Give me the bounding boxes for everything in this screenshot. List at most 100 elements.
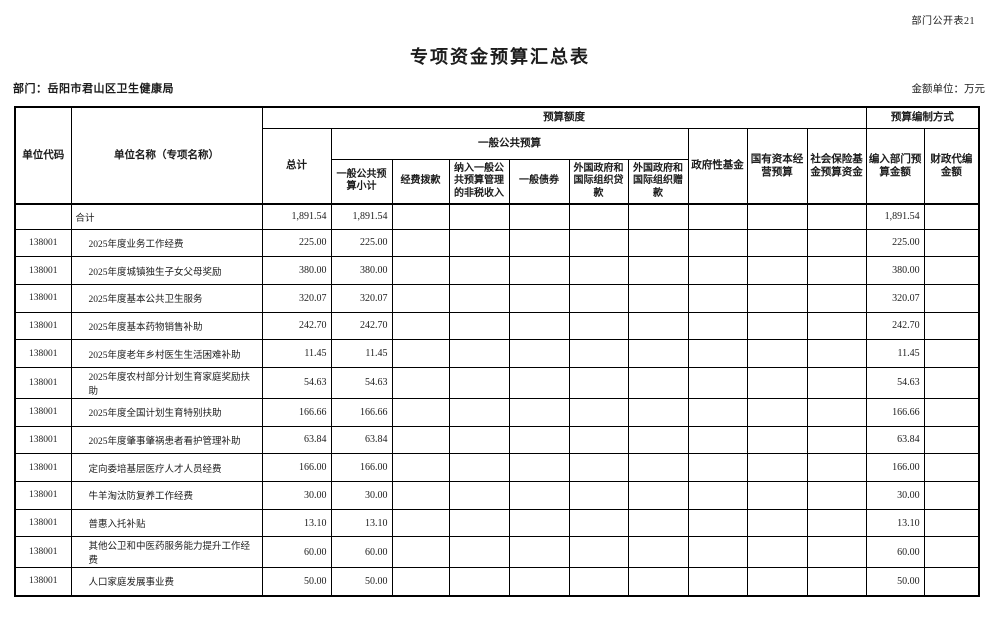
amount-cell: 11.45 — [330, 339, 393, 368]
amount-cell — [568, 311, 629, 341]
department-label: 部门：岳阳市君山区卫生健康局 — [13, 83, 174, 95]
table-row: 138001 2025年度全国计划生育特别扶助 166.66 166.66 166.66 — [14, 397, 980, 427]
unit-code-cell: 138001 — [14, 283, 72, 313]
amount-cell — [923, 366, 980, 399]
amount-cell — [391, 397, 450, 427]
amount-cell — [746, 453, 808, 482]
amount-cell: 11.45 — [261, 339, 332, 368]
unit-code-cell — [14, 203, 72, 230]
amount-cell: 1,891.54 — [261, 203, 332, 230]
amount-cell — [627, 508, 689, 538]
amount-cell — [568, 453, 629, 482]
amount-cell: 54.63 — [261, 366, 332, 399]
amount-cell — [568, 203, 629, 230]
amount-cell — [923, 397, 980, 427]
amount-cell — [448, 508, 510, 538]
amount-cell — [627, 203, 689, 230]
amount-cell — [746, 203, 808, 230]
amount-cell — [448, 567, 510, 597]
amount-cell: 225.00 — [261, 228, 332, 258]
amount-cell — [391, 366, 450, 399]
amount-cell — [923, 508, 980, 538]
amount-cell — [923, 425, 980, 455]
amount-cell: 13.10 — [330, 508, 393, 538]
amount-cell: 320.07 — [261, 283, 332, 313]
amount-cell: 320.07 — [865, 283, 925, 313]
table-row: 138001 2025年度老年乡村医生生活困难补助 11.45 11.45 11.45 — [14, 339, 980, 368]
unit-name-cell: 合计 — [70, 203, 263, 230]
unit-name-cell: 2025年度全国计划生育特别扶助 — [70, 397, 263, 427]
amount-cell — [568, 481, 629, 510]
amount-cell — [627, 283, 689, 313]
unit-code-cell: 138001 — [14, 536, 72, 569]
amount-cell — [508, 366, 570, 399]
amount-cell: 50.00 — [865, 567, 925, 597]
amount-cell — [687, 366, 748, 399]
header-foreign-gov-grants: 外国政府和国际组织赠款 — [627, 158, 689, 205]
amount-cell — [687, 339, 748, 368]
meta-row: 部门：岳阳市君山区卫生健康局 金额单位：万元 — [13, 80, 985, 96]
amount-cell — [448, 256, 510, 285]
amount-cell: 242.70 — [865, 311, 925, 341]
header-budget-method: 预算编制方式 — [865, 106, 980, 129]
table-row: 138001 2025年度基本药物销售补助 242.70 242.70 242.70 — [14, 311, 980, 341]
amount-cell: 1,891.54 — [865, 203, 925, 230]
unit-name-cell: 定向委培基层医疗人才人员经费 — [70, 453, 263, 482]
amount-cell: 11.45 — [865, 339, 925, 368]
amount-cell: 166.66 — [330, 397, 393, 427]
amount-cell — [627, 228, 689, 258]
amount-cell — [568, 536, 629, 569]
unit-code-cell: 138001 — [14, 508, 72, 538]
amount-cell: 60.00 — [865, 536, 925, 569]
table-row: 合计 1,891.54 1,891.54 1,891.54 — [14, 203, 980, 230]
amount-cell — [508, 425, 570, 455]
amount-cell — [687, 397, 748, 427]
amount-cell: 60.00 — [330, 536, 393, 569]
amount-cell — [568, 228, 629, 258]
amount-cell: 54.63 — [865, 366, 925, 399]
amount-cell — [508, 339, 570, 368]
header-budget-quota: 预算额度 — [261, 106, 867, 129]
amount-cell — [746, 366, 808, 399]
unit-name-cell: 2025年度肇事肇祸患者看护管理补助 — [70, 425, 263, 455]
amount-cell — [391, 311, 450, 341]
amount-cell — [687, 425, 748, 455]
header-row-1: 单位代码 单位名称（专项名称） 预算额度 预算编制方式 — [14, 106, 980, 205]
amount-cell: 166.00 — [261, 453, 332, 482]
table-body: 合计 1,891.54 1,891.54 1,891.54 138001 2025年度业务… — [14, 203, 980, 597]
amount-cell — [508, 453, 570, 482]
header-funding-appropriation: 经费拨款 — [391, 158, 450, 205]
amount-cell — [448, 481, 510, 510]
amount-cell — [806, 203, 867, 230]
amount-cell — [687, 228, 748, 258]
amount-cell — [508, 311, 570, 341]
amount-cell: 50.00 — [330, 567, 393, 597]
amount-cell — [806, 453, 867, 482]
amount-cell: 242.70 — [261, 311, 332, 341]
amount-cell — [448, 203, 510, 230]
amount-cell: 166.66 — [865, 397, 925, 427]
amount-cell — [568, 256, 629, 285]
amount-cell — [627, 366, 689, 399]
amount-cell — [806, 567, 867, 597]
amount-cell: 225.00 — [865, 228, 925, 258]
amount-cell: 380.00 — [865, 256, 925, 285]
amount-cell: 30.00 — [865, 481, 925, 510]
table-row: 138001 其他公卫和中医药服务能力提升工作经费 60.00 60.00 60.00 — [14, 536, 980, 569]
unit-code-cell: 138001 — [14, 311, 72, 341]
amount-cell: 320.07 — [330, 283, 393, 313]
amount-cell — [508, 256, 570, 285]
amount-cell — [391, 425, 450, 455]
header-dept-budget-amount: 编入部门预算金额 — [865, 127, 925, 205]
amount-cell — [448, 311, 510, 341]
amount-cell — [508, 508, 570, 538]
amount-cell — [627, 397, 689, 427]
amount-cell — [508, 397, 570, 427]
amount-cell — [923, 228, 980, 258]
amount-cell: 166.66 — [261, 397, 332, 427]
amount-cell: 60.00 — [261, 536, 332, 569]
header-row-3: 一般公共预算小计 经费拨款 纳入一般公共预算管理的非税收入 一般债券 外国政府和… — [15, 158, 979, 205]
header-gpb-subtotal: 一般公共预算小计 — [330, 158, 393, 205]
amount-cell — [627, 425, 689, 455]
amount-cell — [508, 203, 570, 230]
